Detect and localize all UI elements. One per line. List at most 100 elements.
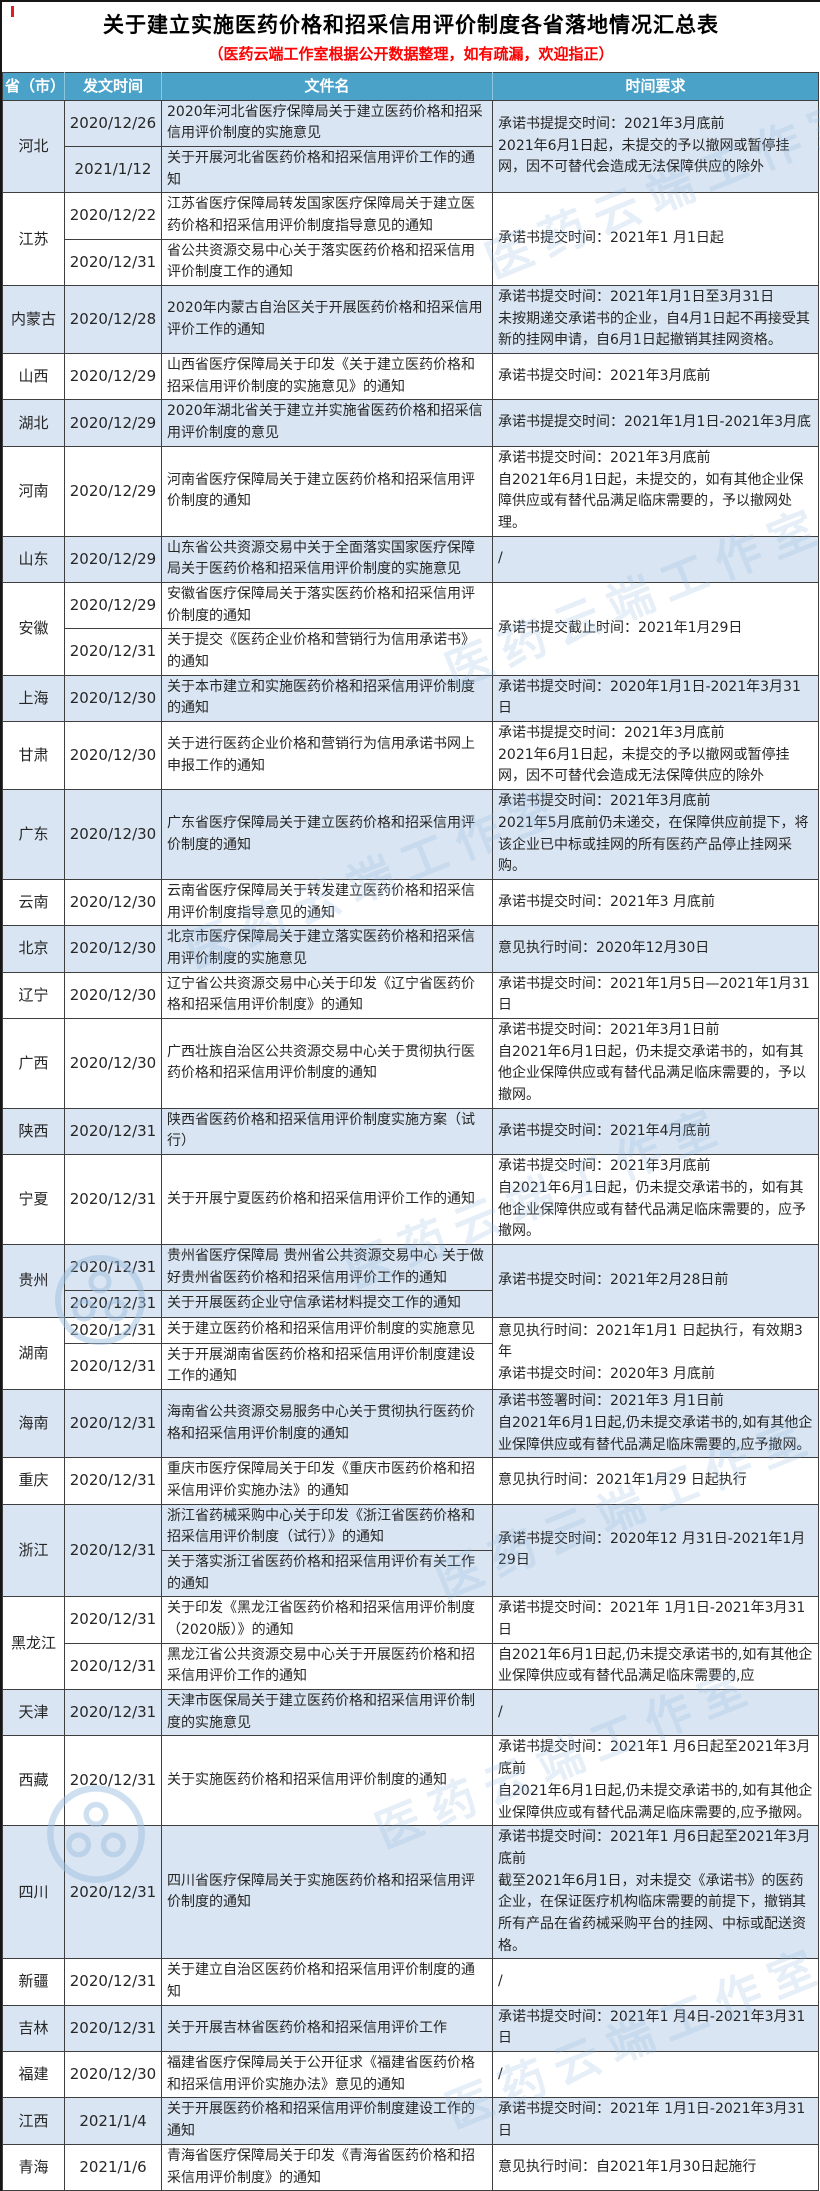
doc-name-cell: 关于落实浙江省医药价格和招采信用评价有关工作的通知 xyxy=(162,1550,493,1596)
time-requirement-cell: 意见执行时间：自2021年1月30日起施行 xyxy=(493,2144,819,2190)
time-requirement-cell: 承诺书提交时间：2021年 1月1日-2021年3月31日 xyxy=(493,1597,819,1643)
doc-name-cell: 河南省医疗保障局关于建立医药价格和招采信用评价制度的通知 xyxy=(162,446,493,536)
doc-name-cell: 天津市医保局关于建立医药价格和招采信用评价制度的实施意见 xyxy=(162,1690,493,1736)
doc-name-cell: 关于开展河北省医药价格和招采信用评价工作的通知 xyxy=(162,146,493,192)
date-cell: 2020/12/31 xyxy=(65,1458,162,1504)
date-cell: 2020/12/31 xyxy=(65,1155,162,1245)
doc-name-cell: 重庆市医疗保障局关于印发《重庆市医药价格和招采信用评价实施办法》的通知 xyxy=(162,1458,493,1504)
province-cell: 河南 xyxy=(3,446,65,536)
province-cell: 湖南 xyxy=(3,1317,65,1390)
doc-name-cell: 山西省医疗保障局关于印发《关于建立医药价格和招采信用评价制度的实施意见》的通知 xyxy=(162,354,493,400)
province-cell: 贵州 xyxy=(3,1244,65,1317)
doc-name-cell: 广东省医疗保障局关于建立医药价格和招采信用评价制度的通知 xyxy=(162,790,493,880)
doc-name-cell: 贵州省医疗保障局 贵州省公共资源交易中心 关于做好贵州省医药价格和招采信用评价工… xyxy=(162,1244,493,1290)
doc-name-cell: 浙江省药械采购中心关于印发《浙江省医药价格和招采信用评价制度（试行）》的通知 xyxy=(162,1504,493,1550)
province-cell: 吉林 xyxy=(3,2005,65,2051)
doc-name-cell: 辽宁省公共资源交易中心关于印发《辽宁省医药价格和招采信用评价制度》的通知 xyxy=(162,972,493,1018)
province-cell: 辽宁 xyxy=(3,972,65,1018)
date-cell: 2020/12/29 xyxy=(65,446,162,536)
time-requirement-cell: 意见执行时间：2021年1月29 日起执行 xyxy=(493,1458,819,1504)
date-cell: 2021/1/6 xyxy=(65,2144,162,2190)
province-cell: 青海 xyxy=(3,2144,65,2190)
time-requirement-cell: 承诺书提提交时间：2021年3月底前 2021年6月1日起，未提交的予以撤网或暂… xyxy=(493,100,819,193)
date-cell: 2020/12/31 xyxy=(65,239,162,285)
date-cell: 2020/12/30 xyxy=(65,926,162,972)
time-requirement-cell: 承诺书提交时间：2021年1 月6日起至2021年3月底前 截至2021年6月1… xyxy=(493,1826,819,1959)
province-cell: 江苏 xyxy=(3,193,65,286)
doc-name-cell: 关于开展医药价格和招采信用评价制度建设工作的通知 xyxy=(162,2098,493,2144)
doc-name-cell: 2020年湖北省关于建立并实施省医药价格和招采信用评价制度的意见 xyxy=(162,400,493,446)
time-requirement-cell: 承诺书提交时间：2020年12 月31日-2021年1月29日 xyxy=(493,1504,819,1597)
table-header-row: 省（市） 发文时间 文件名 时间要求 xyxy=(3,72,819,100)
time-requirement-cell: 承诺书提提交时间：2021年1月1日-2021年3月底 xyxy=(493,400,819,446)
date-cell: 2020/12/30 xyxy=(65,1019,162,1109)
doc-name-cell: 山东省公共资源交易中关于全面落实国家医疗保障局关于医药价格和招采信用评价制度的实… xyxy=(162,536,493,582)
time-requirement-cell: 承诺书提交时间：2021年1 月6日起至2021年3月底前 自2021年6月1日… xyxy=(493,1736,819,1826)
province-cell: 广西 xyxy=(3,1019,65,1109)
province-cell: 湖北 xyxy=(3,400,65,446)
date-cell: 2020/12/29 xyxy=(65,582,162,628)
doc-name-cell: 关于开展吉林省医药价格和招采信用评价工作 xyxy=(162,2005,493,2051)
doc-name-cell: 海南省公共资源交易服务中心关于贯彻执行医药价格和招采信用评价制度的通知 xyxy=(162,1390,493,1458)
doc-name-cell: 青海省医疗保障局关于印发《青海省医药价格和招采信用评价制度》的通知 xyxy=(162,2144,493,2190)
date-cell: 2020/12/31 xyxy=(65,1959,162,2005)
doc-name-cell: 2020年河北省医疗保障局关于建立医药价格和招采信用评价制度的实施意见 xyxy=(162,100,493,146)
time-requirement-cell: 承诺书提交时间：2021年3月底前 xyxy=(493,354,819,400)
date-cell: 2020/12/26 xyxy=(65,100,162,146)
time-requirement-cell: 承诺书提交时间：2021年1月5日—2021年1月31日 xyxy=(493,972,819,1018)
date-cell: 2020/12/31 xyxy=(65,1343,162,1389)
date-cell: 2020/12/31 xyxy=(65,629,162,675)
province-cell: 内蒙古 xyxy=(3,286,65,354)
date-cell: 2020/12/28 xyxy=(65,286,162,354)
header-document-name: 文件名 xyxy=(162,72,493,100)
doc-name-cell: 关于进行医药企业价格和营销行为信用承诺书网上申报工作的通知 xyxy=(162,722,493,790)
province-cell: 山西 xyxy=(3,354,65,400)
doc-name-cell: 关于开展医药企业守信承诺材料提交工作的通知 xyxy=(162,1291,493,1317)
time-requirement-cell: 承诺书提交时间：2021年3月底前 2021年5月底前仍未递交，在保障供应前提下… xyxy=(493,790,819,880)
time-requirement-cell: 承诺书提交时间：2021年2月28日前 xyxy=(493,1244,819,1317)
province-cell: 四川 xyxy=(3,1826,65,1959)
time-requirement-cell: / xyxy=(493,536,819,582)
doc-name-cell: 黑龙江省公共资源交易中心关于开展医药价格和招采信用评价工作的通知 xyxy=(162,1643,493,1689)
time-requirement-cell: 承诺书提交时间：2021年3月底前 自2021年6月1日起，未提交的，如有其他企… xyxy=(493,446,819,536)
province-cell: 西藏 xyxy=(3,1736,65,1826)
doc-name-cell: 关于建立自治区医药价格和招采信用评价制度的通知 xyxy=(162,1959,493,2005)
province-cell: 上海 xyxy=(3,675,65,721)
doc-name-cell: 关于本市建立和实施医药价格和招采信用评价制度的通知 xyxy=(162,675,493,721)
header-issue-date: 发文时间 xyxy=(65,72,162,100)
title-bar: 关于建立实施医药价格和招采信用评价制度各省落地情况汇总表 （医药云端工作室根据公… xyxy=(2,2,820,65)
province-cell: 黑龙江 xyxy=(3,1597,65,1690)
time-requirement-cell: 意见执行时间：2021年1月1 日起执行，有效期3年 承诺书提交时间：2020年… xyxy=(493,1317,819,1390)
time-requirement-cell: 承诺书提交时间：2021年1月1日至3月31日 未按期递交承诺书的企业，自4月1… xyxy=(493,286,819,354)
doc-name-cell: 关于提交《医药企业价格和营销行为信用承诺书》的通知 xyxy=(162,629,493,675)
date-cell: 2020/12/29 xyxy=(65,354,162,400)
doc-name-cell: 省公共资源交易中心关于落实医药价格和招采信用评价制度工作的通知 xyxy=(162,239,493,285)
date-cell: 2020/12/31 xyxy=(65,1643,162,1689)
doc-name-cell: 北京市医疗保障局关于建立落实医药价格和招采信用评价制度的实施意见 xyxy=(162,926,493,972)
page-title: 关于建立实施医药价格和招采信用评价制度各省落地情况汇总表 xyxy=(6,10,816,42)
province-cell: 云南 xyxy=(3,879,65,925)
